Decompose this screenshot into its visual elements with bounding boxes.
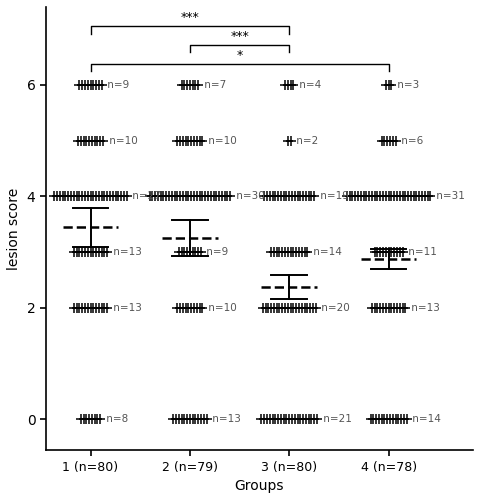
Text: n=31: n=31	[433, 192, 465, 202]
Text: n=7: n=7	[201, 80, 226, 90]
Text: n=21: n=21	[320, 414, 351, 424]
Text: n=3: n=3	[394, 80, 419, 90]
Text: n=10: n=10	[205, 136, 237, 145]
Text: n=10: n=10	[106, 136, 137, 145]
Text: n=8: n=8	[103, 414, 128, 424]
Text: n=13: n=13	[110, 303, 142, 313]
Y-axis label: lesion score: lesion score	[7, 188, 21, 270]
Text: n=20: n=20	[318, 303, 350, 313]
Text: n=14: n=14	[310, 247, 342, 257]
Text: n=9: n=9	[104, 80, 130, 90]
X-axis label: Groups: Groups	[235, 479, 284, 493]
Text: ***: ***	[180, 11, 199, 24]
Text: n=27: n=27	[129, 192, 161, 202]
Text: n=2: n=2	[293, 136, 318, 145]
Text: n=10: n=10	[205, 303, 237, 313]
Text: n=30: n=30	[233, 192, 264, 202]
Text: n=14: n=14	[409, 414, 441, 424]
Text: n=13: n=13	[209, 414, 241, 424]
Text: n=13: n=13	[408, 303, 440, 313]
Text: n=11: n=11	[405, 247, 437, 257]
Text: n=19: n=19	[317, 192, 348, 202]
Text: n=4: n=4	[296, 80, 321, 90]
Text: *: *	[237, 48, 243, 62]
Text: n=9: n=9	[204, 247, 229, 257]
Text: n=13: n=13	[110, 247, 142, 257]
Text: n=6: n=6	[398, 136, 423, 145]
Text: ***: ***	[230, 30, 249, 43]
